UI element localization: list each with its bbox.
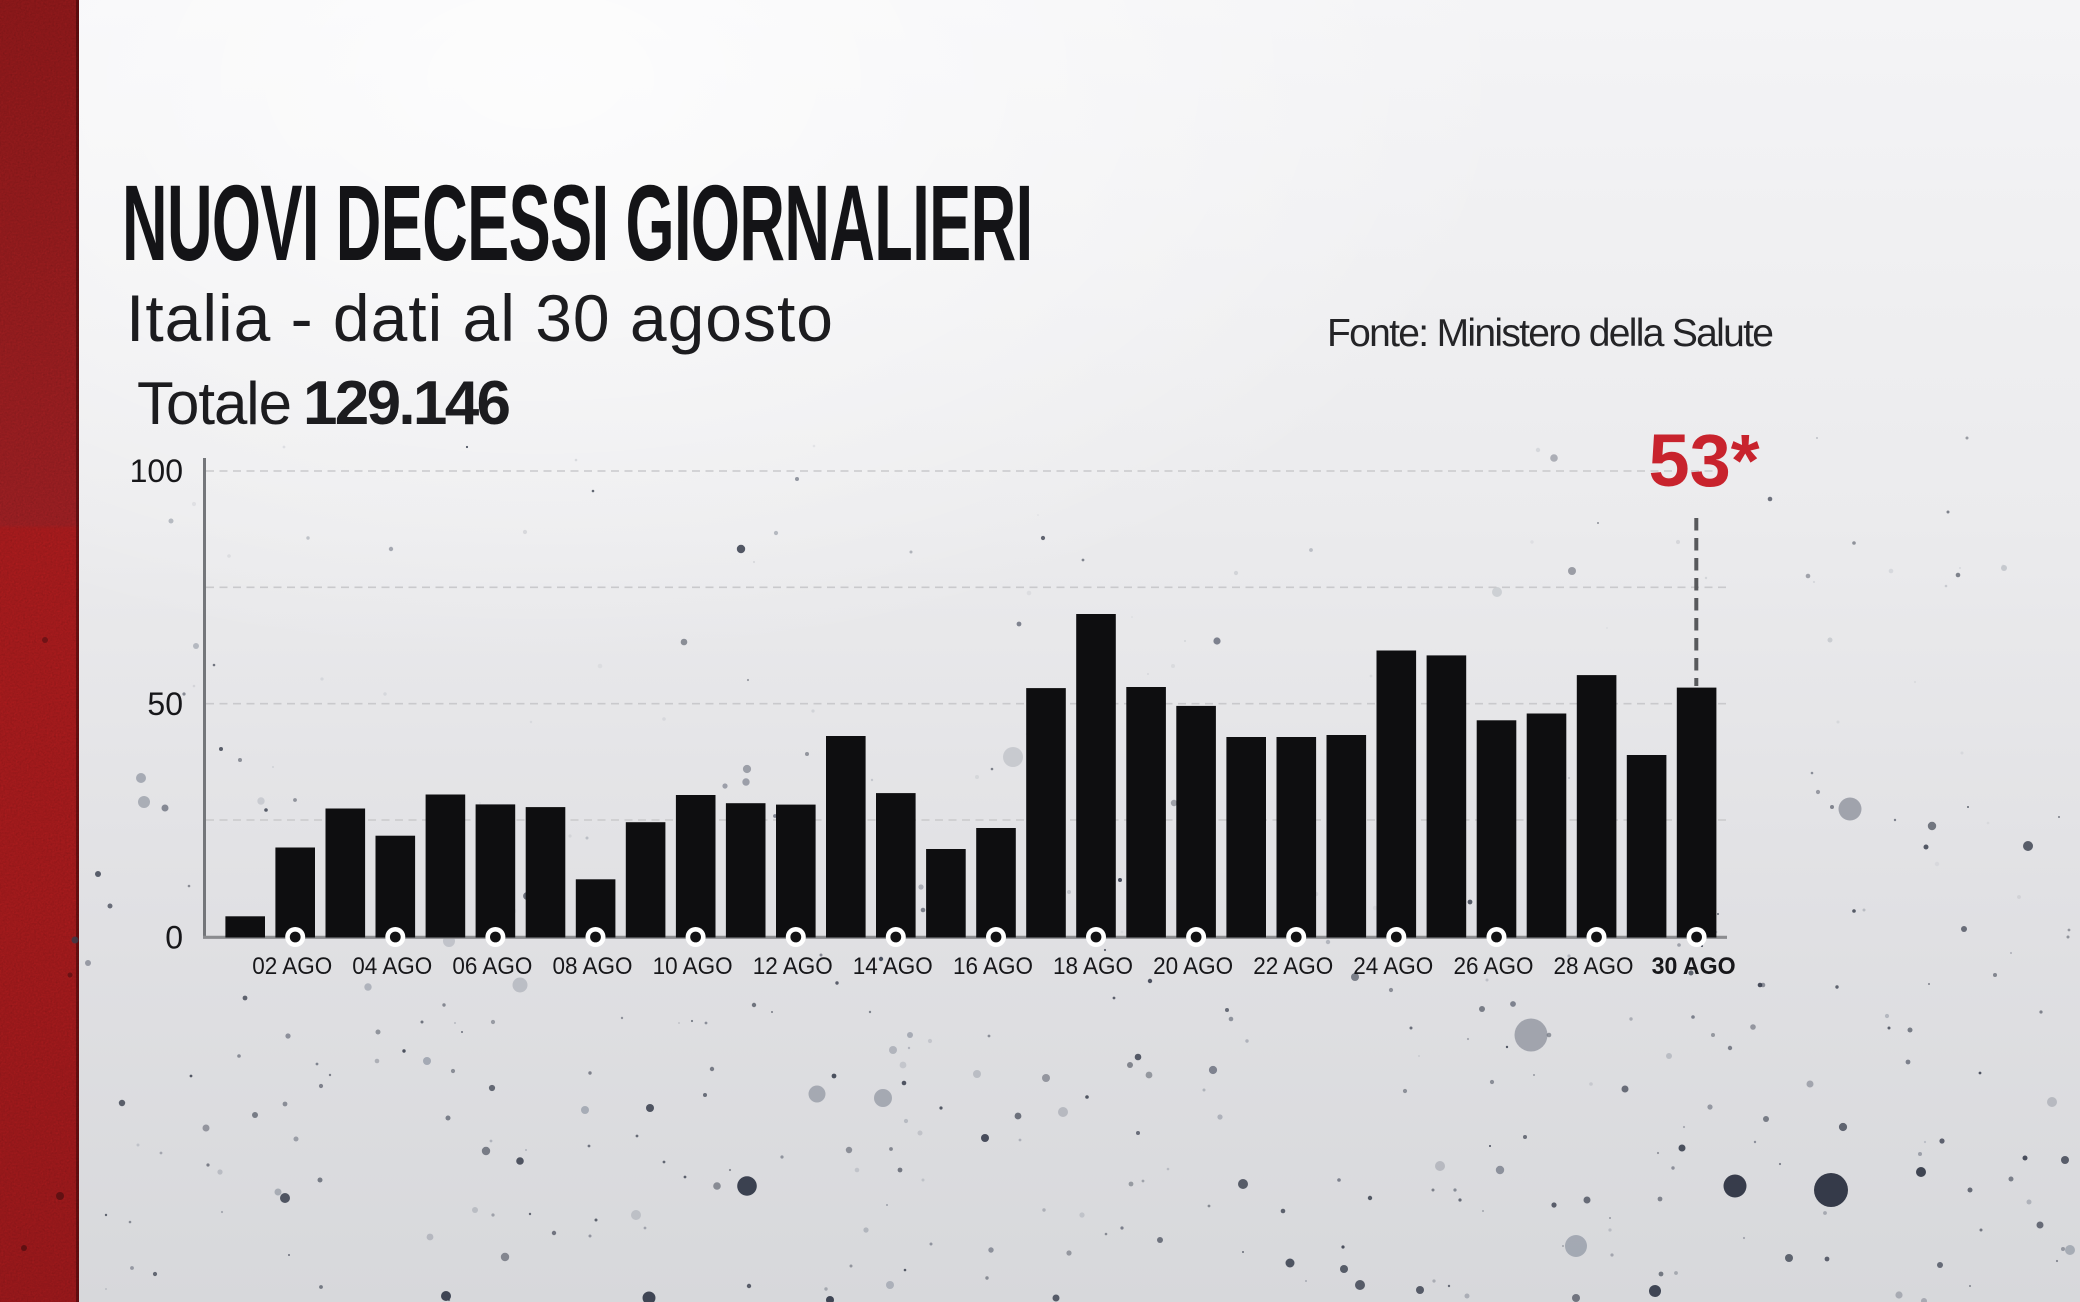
svg-text:16 AGO: 16 AGO bbox=[953, 953, 1033, 980]
svg-text:129.146: 129.146 bbox=[303, 369, 511, 438]
svg-text:26 AGO: 26 AGO bbox=[1454, 953, 1534, 980]
svg-text:12 AGO: 12 AGO bbox=[753, 953, 833, 980]
svg-text:02 AGO: 02 AGO bbox=[252, 953, 332, 980]
svg-text:04 AGO: 04 AGO bbox=[352, 953, 432, 980]
svg-text:08 AGO: 08 AGO bbox=[553, 953, 633, 980]
svg-text:14 AGO: 14 AGO bbox=[853, 953, 933, 980]
svg-text:28 AGO: 28 AGO bbox=[1554, 953, 1634, 980]
svg-text:Italia - dati al 30 agosto: Italia - dati al 30 agosto bbox=[126, 281, 833, 355]
svg-text:53*: 53* bbox=[1648, 419, 1759, 502]
svg-text:Fonte: Ministero della Salute: Fonte: Ministero della Salute bbox=[1327, 312, 1774, 355]
svg-text:06 AGO: 06 AGO bbox=[452, 953, 532, 980]
svg-text:100: 100 bbox=[130, 453, 183, 489]
svg-text:18 AGO: 18 AGO bbox=[1053, 953, 1133, 980]
svg-text:22 AGO: 22 AGO bbox=[1253, 953, 1333, 980]
svg-text:30 AGO: 30 AGO bbox=[1652, 953, 1736, 980]
svg-text:Totale: Totale bbox=[137, 370, 292, 437]
svg-text:24 AGO: 24 AGO bbox=[1353, 953, 1433, 980]
svg-text:10 AGO: 10 AGO bbox=[653, 953, 733, 980]
svg-text:20 AGO: 20 AGO bbox=[1153, 953, 1233, 980]
svg-text:0: 0 bbox=[165, 920, 183, 956]
svg-text:50: 50 bbox=[147, 686, 183, 722]
